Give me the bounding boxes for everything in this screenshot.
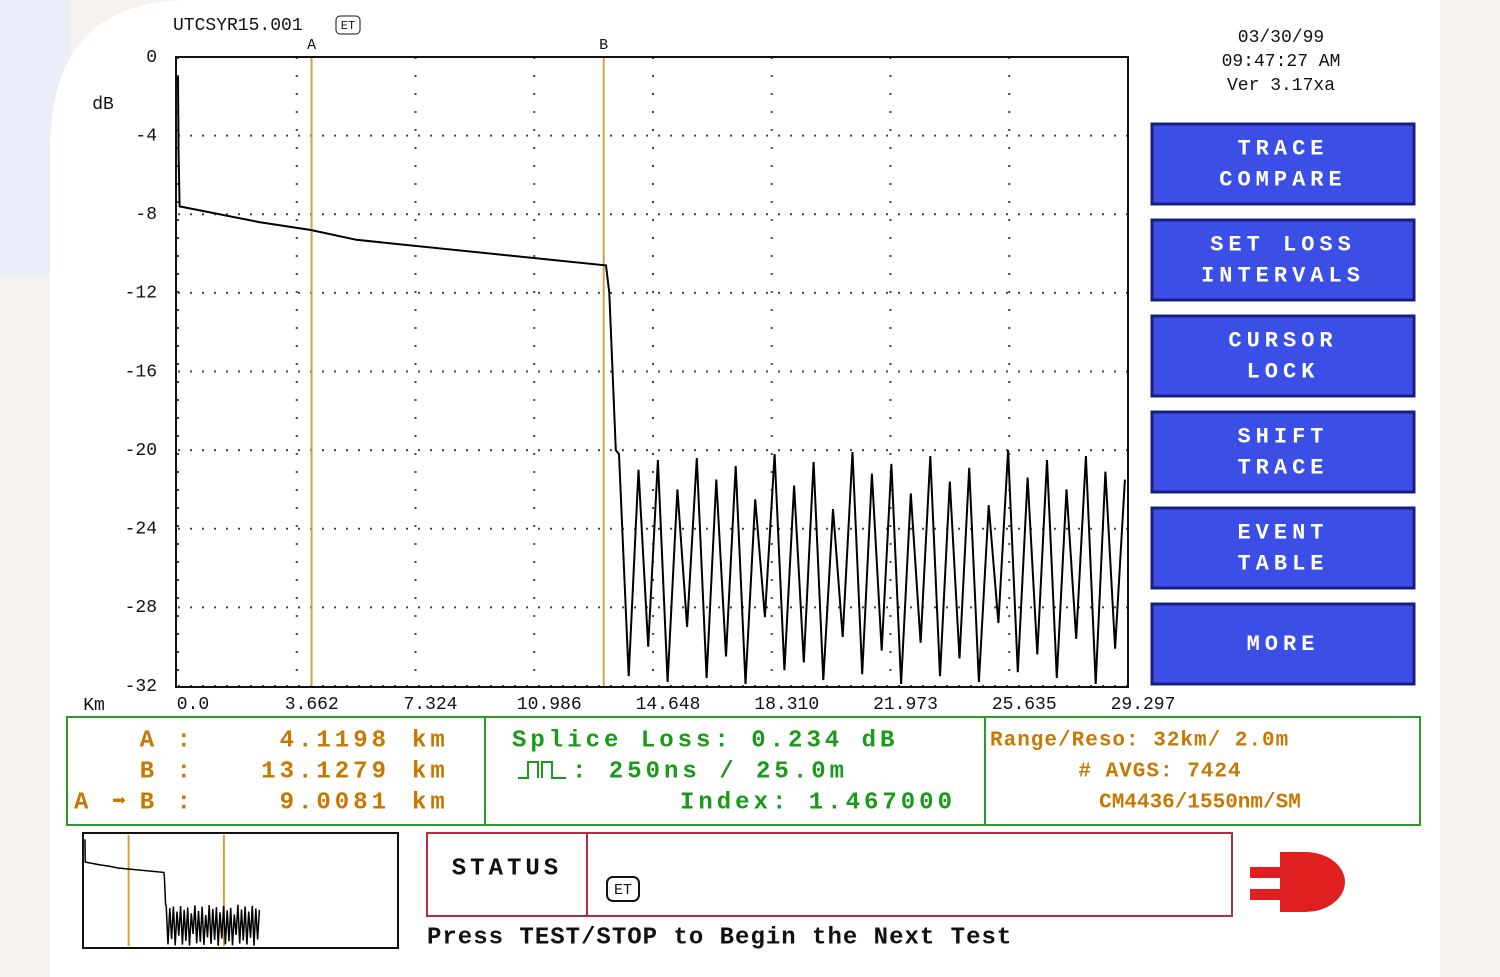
menu-button-label[interactable]: MORE — [1247, 632, 1320, 657]
y-tick-label: -28 — [125, 598, 157, 618]
y-tick-label: -24 — [125, 520, 157, 540]
status-title: STATUS — [452, 855, 562, 882]
badge-text: ET — [341, 19, 355, 33]
plug-icon — [1250, 852, 1345, 912]
menu-button[interactable] — [1150, 410, 1416, 494]
y-tick-label: -16 — [125, 362, 157, 382]
menu-button[interactable] — [1150, 314, 1416, 398]
file-name: UTCSYR15.001 — [173, 16, 303, 36]
x-tick-label: 14.648 — [636, 695, 701, 715]
badge — [606, 876, 640, 902]
x-tick-label: 29.297 — [1111, 695, 1176, 715]
cursor-from: A — [74, 789, 92, 816]
time: 09:47:27 AM — [1222, 52, 1341, 72]
cursor-unit: km — [412, 727, 449, 754]
index: Index: 1.467000 — [680, 789, 956, 816]
overview — [84, 835, 261, 946]
y-tick-label: -12 — [125, 284, 157, 304]
menu-button[interactable] — [1150, 122, 1416, 206]
menu-button-label[interactable]: SHIFT — [1237, 424, 1328, 449]
cursor-arrow: ➡ — [112, 789, 130, 816]
badge — [335, 15, 361, 35]
cursor-unit: km — [412, 789, 449, 816]
menu-button-label[interactable]: EVENT — [1237, 520, 1328, 545]
fiber-info: CM4436/1550nm/SM — [1099, 792, 1301, 815]
x-unit: Km — [83, 696, 105, 716]
x-tick-label: 25.635 — [992, 695, 1057, 715]
plot-frame — [175, 56, 1129, 688]
averages: # AVGS: 7424 — [1078, 761, 1241, 784]
menu-button-label[interactable]: COMPARE — [1219, 167, 1346, 192]
cursor-name: B — [599, 37, 608, 54]
cursor-value: 9.0081 — [280, 789, 390, 816]
menu-button-label[interactable]: TABLE — [1237, 551, 1328, 576]
trace — [177, 76, 1126, 685]
pulse-width: : 250ns / 25.0m — [572, 758, 848, 785]
badge-text: ET — [614, 882, 632, 899]
cursor-name: A — [307, 37, 316, 54]
menu-button-label[interactable]: TRACE — [1237, 136, 1328, 161]
menu-button-label[interactable]: LOCK — [1247, 359, 1320, 384]
menu-button-label[interactable]: SET LOSS — [1210, 232, 1356, 257]
x-tick-label: 7.324 — [403, 695, 457, 715]
y-tick-label: -4 — [135, 126, 157, 146]
status-box — [426, 832, 1233, 917]
range-reso: Range/Reso: 32km/ 2.0m — [990, 730, 1289, 753]
splice-loss: Splice Loss: 0.234 dB — [512, 727, 898, 754]
x-tick-label: 3.662 — [285, 695, 339, 715]
cursor-unit: km — [412, 758, 449, 785]
plot — [177, 56, 1129, 687]
button-bar: TRACE COMPARE SET LOSS INTERVALS CURSOR LOCK S… — [1150, 122, 1416, 686]
menu-button-label[interactable]: INTERVALS — [1201, 263, 1365, 288]
version: Ver 3.17xa — [1227, 76, 1335, 96]
cursor-label: B : — [140, 758, 195, 785]
menu-button[interactable] — [1150, 602, 1416, 686]
x-tick-label: 10.986 — [517, 695, 582, 715]
y-tick-label: -8 — [135, 205, 157, 225]
menu-button[interactable] — [1150, 506, 1416, 590]
pulse-icon — [518, 761, 566, 779]
x-tick-label: 0.0 — [177, 695, 209, 715]
y-tick-label: 0 — [146, 48, 157, 68]
date: 03/30/99 — [1238, 28, 1324, 48]
menu-button-label[interactable]: TRACE — [1237, 455, 1328, 480]
menu-button[interactable] — [1150, 218, 1416, 302]
y-unit: dB — [92, 95, 114, 115]
info-panel — [66, 716, 1421, 826]
x-tick-label: 18.310 — [754, 695, 819, 715]
y-tick-label: -32 — [125, 677, 157, 697]
status-message: Press TEST/STOP to Begin the Next Test — [427, 924, 1012, 951]
cursor-label: B : — [140, 789, 195, 816]
cursor-value: 13.1279 — [261, 758, 390, 785]
x-tick-label: 21.973 — [873, 695, 938, 715]
cursor-label: A : — [140, 727, 195, 754]
menu-button-label[interactable]: CURSOR — [1228, 328, 1337, 353]
cursor-value: 4.1198 — [280, 727, 390, 754]
y-tick-label: -20 — [125, 441, 157, 461]
overview-trace — [84, 839, 261, 946]
